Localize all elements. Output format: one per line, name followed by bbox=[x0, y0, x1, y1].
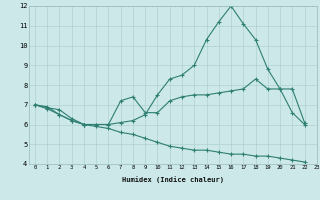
X-axis label: Humidex (Indice chaleur): Humidex (Indice chaleur) bbox=[122, 176, 224, 183]
